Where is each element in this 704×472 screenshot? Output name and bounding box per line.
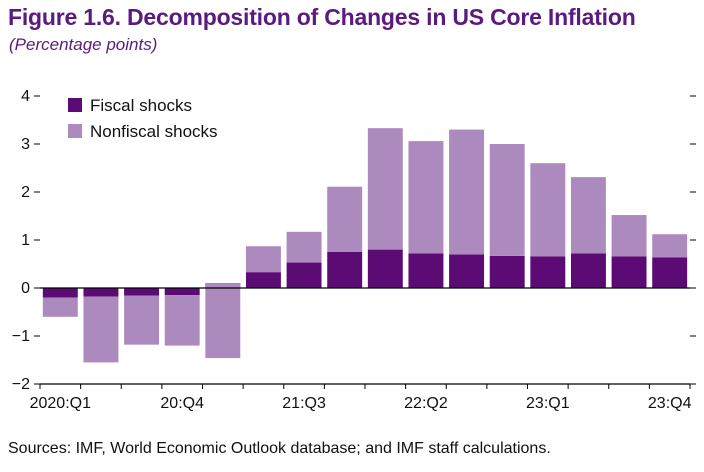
- bar-nonfiscal-0: [42, 297, 78, 317]
- y-tick-label-3: 3: [21, 136, 30, 153]
- bar-fiscal-13: [570, 253, 606, 288]
- y-tick-label-4: 4: [21, 88, 30, 105]
- bar-fiscal-11: [489, 255, 525, 288]
- axes-group: −2 −1 0 1 2 3 4 2020:Q1 20:Q4 21:Q3 22:Q2 23:Q1 23:Q…: [12, 88, 696, 412]
- legend: Fiscal shocks Nonfiscal shocks: [68, 96, 218, 141]
- bar-fiscal-10: [449, 254, 485, 288]
- bar-fiscal-12: [530, 256, 566, 288]
- bar-nonfiscal-10: [449, 129, 485, 255]
- bar-fiscal-2: [124, 288, 160, 296]
- bar-nonfiscal-7: [327, 186, 363, 252]
- bar-fiscal-3: [164, 288, 200, 296]
- y-tick-label--1: −1: [12, 328, 30, 345]
- bar-nonfiscal-15: [652, 234, 688, 258]
- bar-nonfiscal-14: [611, 215, 647, 257]
- x-tick-label-9: 22:Q2: [404, 395, 448, 412]
- x-tick-label-6: 21:Q3: [282, 395, 326, 412]
- x-tick-label-12: 23:Q1: [526, 395, 570, 412]
- bar-nonfiscal-13: [570, 177, 606, 254]
- y-tick-label--2: −2: [12, 376, 30, 393]
- bar-nonfiscal-9: [408, 141, 444, 254]
- bar-nonfiscal-12: [530, 163, 566, 257]
- bar-nonfiscal-5: [245, 246, 281, 273]
- bar-fiscal-1: [83, 288, 119, 297]
- legend-swatch-fiscal: [68, 98, 82, 112]
- bar-fiscal-15: [652, 257, 688, 288]
- chart-subtitle: (Percentage points): [9, 35, 158, 54]
- bars-group: [42, 128, 688, 363]
- y-tick-label-2: 2: [21, 184, 30, 201]
- y-tick-label-0: 0: [21, 280, 30, 297]
- bar-nonfiscal-6: [286, 231, 322, 263]
- bar-fiscal-9: [408, 253, 444, 288]
- source-note: Sources: IMF, World Economic Outlook dat…: [8, 440, 551, 457]
- chart-title: Figure 1.6. Decomposition of Changes in …: [8, 4, 636, 30]
- bar-fiscal-0: [42, 288, 78, 298]
- bar-fiscal-7: [327, 252, 363, 288]
- bar-nonfiscal-4: [205, 283, 241, 359]
- bar-nonfiscal-8: [367, 128, 403, 250]
- y-tick-label-1: 1: [21, 232, 30, 249]
- bar-nonfiscal-11: [489, 144, 525, 256]
- bar-nonfiscal-3: [164, 295, 200, 346]
- legend-swatch-nonfiscal: [68, 124, 82, 138]
- bar-nonfiscal-1: [83, 296, 119, 363]
- bar-fiscal-5: [245, 272, 281, 288]
- bar-nonfiscal-2: [124, 295, 160, 345]
- x-tick-label-15: 23:Q4: [648, 395, 692, 412]
- bar-fiscal-8: [367, 249, 403, 288]
- bar-fiscal-6: [286, 262, 322, 288]
- bar-fiscal-14: [611, 256, 647, 288]
- x-tick-label-3: 20:Q4: [160, 395, 204, 412]
- x-tick-label-0: 2020:Q1: [30, 395, 91, 412]
- legend-label-fiscal: Fiscal shocks: [90, 96, 192, 115]
- legend-label-nonfiscal: Nonfiscal shocks: [90, 122, 218, 141]
